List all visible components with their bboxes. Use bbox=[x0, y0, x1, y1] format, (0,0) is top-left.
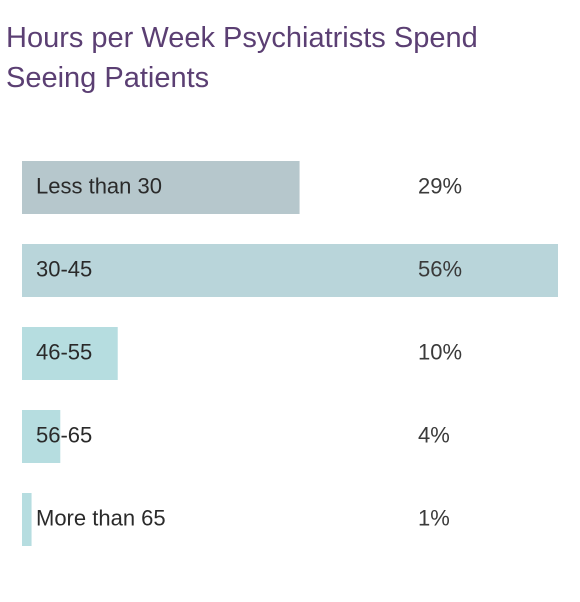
category-label: 56-65 bbox=[36, 422, 92, 447]
category-label: More than 65 bbox=[36, 505, 166, 530]
value-label: 29% bbox=[418, 173, 462, 198]
category-label: 46-55 bbox=[36, 339, 92, 364]
bar bbox=[22, 161, 300, 214]
category-label: Less than 30 bbox=[36, 173, 162, 198]
value-label: 56% bbox=[418, 256, 462, 281]
chart-title: Hours per Week Psychiatrists Spend Seein… bbox=[6, 22, 478, 94]
bar bbox=[22, 244, 558, 297]
value-label: 1% bbox=[418, 505, 450, 530]
value-label: 4% bbox=[418, 422, 450, 447]
category-label: 30-45 bbox=[36, 256, 92, 281]
bar bbox=[22, 327, 118, 380]
bar bbox=[22, 493, 32, 546]
bar bbox=[22, 410, 61, 463]
value-label: 10% bbox=[418, 339, 462, 364]
